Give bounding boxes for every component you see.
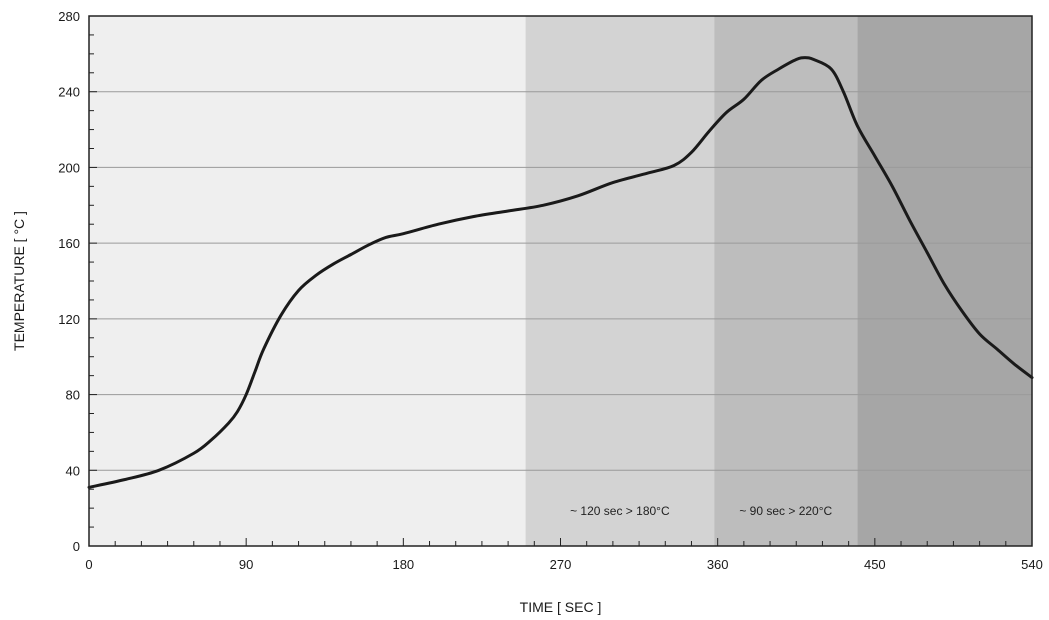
x-tick-label: 0 xyxy=(85,557,92,572)
x-axis-ticks: 0 90 180 270 360 450 540 xyxy=(85,538,1043,572)
shaded-region-3 xyxy=(857,16,1032,546)
y-tick-label: 160 xyxy=(58,236,80,251)
y-axis-ticks: 0 40 80 120 160 200 240 280 xyxy=(58,9,97,554)
x-tick-label: 90 xyxy=(239,557,253,572)
y-tick-label: 80 xyxy=(66,388,80,403)
y-tick-label: 240 xyxy=(58,85,80,100)
shaded-region-1 xyxy=(525,16,715,546)
x-tick-label: 180 xyxy=(392,557,414,572)
y-axis-label: TEMPERATURE [ °C ] xyxy=(11,211,27,351)
x-tick-label: 360 xyxy=(707,557,729,572)
x-tick-label: 540 xyxy=(1021,557,1043,572)
x-tick-label: 450 xyxy=(864,557,886,572)
y-tick-label: 280 xyxy=(58,9,80,24)
shaded-regions xyxy=(89,16,1032,546)
y-tick-label: 0 xyxy=(73,539,80,554)
y-tick-label: 40 xyxy=(66,463,80,478)
x-axis-label: TIME [ SEC ] xyxy=(520,599,602,615)
x-tick-label: 270 xyxy=(550,557,572,572)
y-tick-label: 200 xyxy=(58,160,80,175)
temperature-curve xyxy=(87,56,1034,489)
y-tick-label: 120 xyxy=(58,312,80,327)
region-label-1: ~ 120 sec > 180°C xyxy=(570,504,670,518)
region-label-2: ~ 90 sec > 220°C xyxy=(739,504,832,518)
region-labels: ~ 120 sec > 180°C ~ 90 sec > 220°C xyxy=(570,504,832,518)
shaded-region-2 xyxy=(714,16,858,546)
